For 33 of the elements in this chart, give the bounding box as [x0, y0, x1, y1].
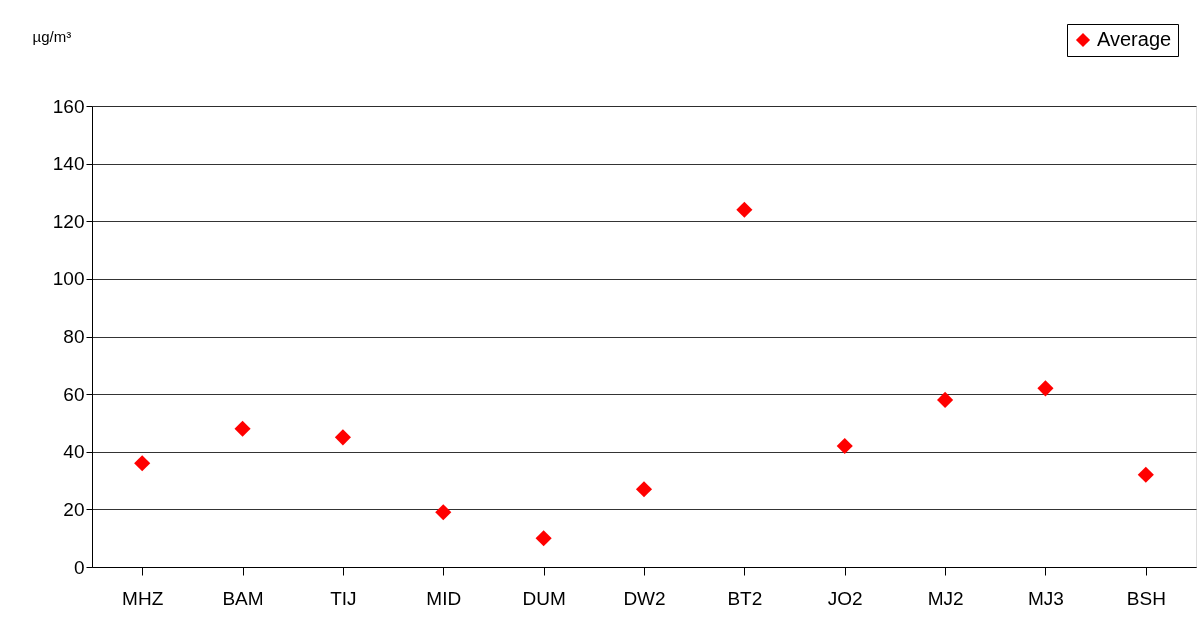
y-tick-label: 100	[52, 268, 85, 290]
x-tick-label: BT2	[727, 587, 763, 609]
y-tick-label: 160	[52, 95, 85, 117]
x-tick-label: BAM	[222, 587, 264, 609]
y-tick-label: 140	[52, 153, 85, 175]
x-tick-label: BSH	[1126, 587, 1166, 609]
y-tick-label: 120	[52, 210, 85, 232]
y-tick-label: 20	[63, 498, 85, 520]
x-tick-label: DUM	[522, 587, 566, 609]
point	[1137, 466, 1154, 483]
y-axis-title: µg/m³	[32, 27, 72, 45]
x-tick-label: MJ3	[1028, 587, 1064, 609]
point	[1037, 380, 1054, 397]
y-tick-label: 0	[73, 556, 85, 578]
point	[836, 437, 853, 455]
point	[234, 420, 251, 437]
legend-label: Average	[1097, 28, 1172, 50]
x-tick-label: MJ2	[927, 587, 964, 609]
point	[736, 201, 753, 218]
x-tick-label: MHZ	[122, 587, 164, 609]
y-tick-label: 40	[63, 441, 85, 463]
point	[435, 504, 452, 521]
y-tick-label: 80	[63, 326, 85, 347]
point	[535, 530, 552, 547]
x-tick-label: DW2	[623, 587, 666, 609]
x-tick-label: TIJ	[330, 587, 357, 609]
point	[334, 429, 351, 446]
x-tick-label: JO2	[827, 587, 863, 609]
x-tick-label: MID	[426, 587, 462, 609]
point	[937, 391, 954, 408]
y-tick-label: 60	[63, 383, 85, 405]
point	[134, 455, 151, 472]
point	[635, 481, 653, 498]
